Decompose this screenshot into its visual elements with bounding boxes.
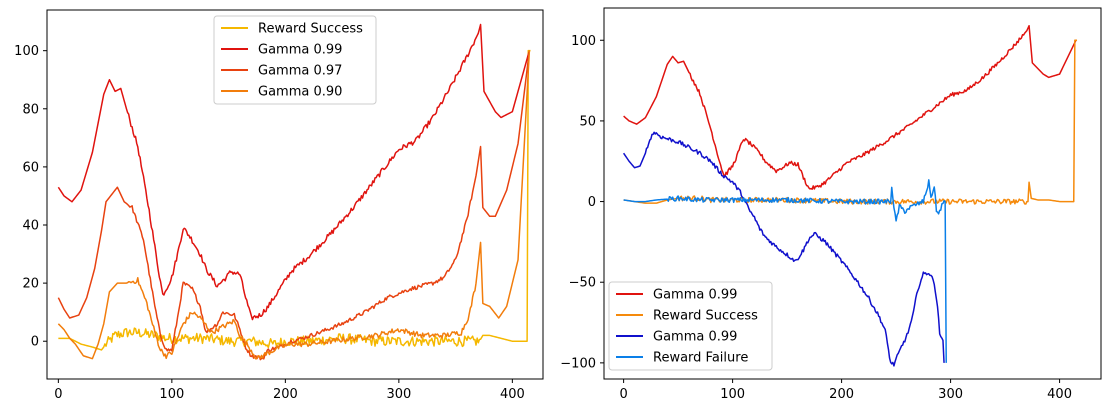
- x-tick-label: 0: [619, 387, 627, 402]
- legend-box: [608, 281, 773, 371]
- legend-label: Gamma 0.90: [258, 85, 342, 100]
- y-tick-label: −50: [569, 276, 596, 291]
- y-tick-label: −100: [560, 356, 596, 371]
- series-line-1: [623, 24, 1077, 190]
- legend-label: Reward Success: [653, 309, 758, 324]
- x-tick-label: 100: [720, 387, 745, 402]
- chart-panel-2: 0 100 200 300 400 −100 −50 0 50 100 Gamma 0.99 Rewa…: [560, 7, 1102, 402]
- legend-label: Gamma 0.99: [653, 288, 737, 303]
- axes-frame: [46, 9, 544, 380]
- legend: Gamma 0.99 Reward Success Gamma 0.99 Reward…: [608, 281, 773, 371]
- y-tick-label: 50: [579, 114, 596, 129]
- legend: Reward Success Gamma 0.99 Gamma 0.97 Gamma …: [213, 15, 377, 105]
- y-tick-label: 100: [571, 34, 596, 49]
- legend-label: Reward Failure: [653, 351, 748, 366]
- series-group: [57, 23, 531, 361]
- legend-label: Gamma 0.99: [653, 330, 737, 345]
- series-line-3: [622, 131, 945, 367]
- y-tick-label: 60: [22, 160, 39, 175]
- series-line-4: [57, 50, 531, 360]
- chart-panel-1: 0 100 200 300 400 0 20 40 60 80 100 Reward Success G…: [14, 9, 544, 402]
- x-tick-label: 200: [273, 387, 298, 402]
- series-line-3: [57, 50, 531, 361]
- x-tick-label: 200: [829, 387, 854, 402]
- x-tick-label: 400: [500, 387, 525, 402]
- y-tick-label: 40: [22, 219, 39, 234]
- legend-label: Reward Success: [258, 22, 363, 37]
- legend-box: [213, 15, 377, 105]
- x-tick-label: 0: [54, 387, 62, 402]
- series-line-2: [623, 39, 1078, 205]
- series-group: [622, 24, 1078, 367]
- y-tick-label: 20: [22, 277, 39, 292]
- y-tick-label: 0: [588, 195, 596, 210]
- legend-label: Gamma 0.99: [258, 43, 342, 58]
- y-tick-label: 80: [22, 102, 39, 117]
- x-tick-label: 300: [386, 387, 411, 402]
- x-tick-label: 400: [1047, 387, 1072, 402]
- series-line-4: [623, 179, 947, 363]
- y-tick-label: 0: [31, 335, 39, 350]
- axes-frame: [603, 7, 1102, 380]
- x-tick-label: 300: [938, 387, 963, 402]
- y-tick-label: 100: [14, 44, 39, 59]
- x-tick-label: 100: [159, 387, 184, 402]
- series-line-2: [57, 23, 531, 321]
- legend-label: Gamma 0.97: [258, 64, 342, 79]
